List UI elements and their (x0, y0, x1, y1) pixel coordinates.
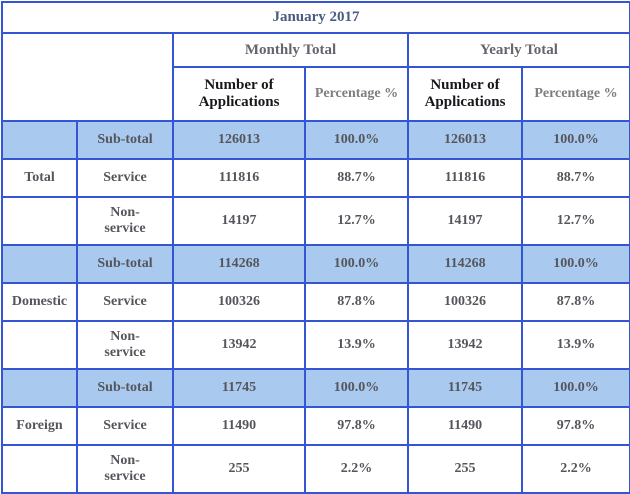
total-nonservice-yearly-pct: 12.7% (521, 196, 630, 246)
row-label: Non-service (76, 196, 174, 246)
group-name-cell-empty (1, 244, 78, 284)
group-name-cell-empty (1, 120, 78, 160)
domestic-service-monthly-apps: 100326 (172, 282, 306, 322)
corner-blank-cell (1, 32, 174, 122)
domestic-nonservice-yearly-pct: 13.9% (521, 320, 630, 370)
yearly-total-header: Yearly Total (407, 32, 630, 68)
foreign-subtotal-monthly-apps: 11745 (172, 368, 306, 408)
monthly-total-header: Monthly Total (172, 32, 409, 68)
foreign-service-monthly-apps: 11490 (172, 406, 306, 446)
table-row-domestic-subtotal: Sub-total 114268 100.0% 114268 100.0% (1, 244, 630, 284)
column-subheader-row: Number of Applications Percentage % Numb… (2, 66, 630, 122)
foreign-nonservice-yearly-apps: 255 (407, 444, 523, 494)
monthly-number-of-applications-header: Number of Applications (172, 66, 306, 122)
yearly-number-of-applications-header: Number of Applications (407, 66, 523, 122)
foreign-nonservice-monthly-pct: 2.2% (304, 444, 409, 494)
table-row-domestic-service: Domestic Service 100326 87.8% 100326 87.… (1, 282, 630, 322)
group-name-cell-empty (1, 196, 78, 246)
group-name-total: Total (1, 158, 78, 198)
foreign-nonservice-yearly-pct: 2.2% (521, 444, 630, 494)
table-title: January 2017 (1, 1, 630, 34)
foreign-nonservice-monthly-apps: 255 (172, 444, 306, 494)
total-nonservice-monthly-apps: 14197 (172, 196, 306, 246)
row-label-text: Non-service (104, 453, 146, 484)
group-name-foreign: Foreign (1, 406, 78, 446)
table-row-total-nonservice: Non-service 14197 12.7% 14197 12.7% (1, 196, 630, 246)
total-service-monthly-pct: 88.7% (304, 158, 409, 198)
monthly-percentage-header: Percentage % (304, 66, 409, 122)
domestic-subtotal-monthly-apps: 114268 (172, 244, 306, 284)
row-label-text: Non-service (104, 205, 146, 236)
domestic-nonservice-monthly-pct: 13.9% (304, 320, 409, 370)
total-subtotal-yearly-pct: 100.0% (521, 120, 630, 160)
domestic-subtotal-yearly-pct: 100.0% (521, 244, 630, 284)
table-row-foreign-nonservice: Non-service 255 2.2% 255 2.2% (1, 444, 630, 494)
group-name-cell-empty (1, 444, 78, 494)
group-name-cell-empty (1, 368, 78, 408)
header-label: Number of Applications (198, 76, 280, 110)
header-label: Percentage % (314, 85, 399, 101)
total-subtotal-monthly-pct: 100.0% (304, 120, 409, 160)
row-label: Service (76, 406, 174, 446)
total-service-monthly-apps: 111816 (172, 158, 306, 198)
title-row: January 2017 (1, 1, 630, 34)
row-label: Non-service (76, 444, 174, 494)
domestic-service-yearly-pct: 87.8% (521, 282, 630, 322)
domestic-service-monthly-pct: 87.8% (304, 282, 409, 322)
table-row-domestic-nonservice: Non-service 13942 13.9% 13942 13.9% (1, 320, 630, 370)
table-row-total-subtotal: Sub-total 126013 100.0% 126013 100.0% (1, 120, 630, 160)
domestic-subtotal-monthly-pct: 100.0% (304, 244, 409, 284)
domestic-nonservice-yearly-apps: 13942 (407, 320, 523, 370)
total-service-yearly-apps: 111816 (407, 158, 523, 198)
total-subtotal-monthly-apps: 126013 (172, 120, 306, 160)
domestic-nonservice-monthly-apps: 13942 (172, 320, 306, 370)
domestic-subtotal-yearly-apps: 114268 (407, 244, 523, 284)
foreign-service-yearly-apps: 11490 (407, 406, 523, 446)
row-label: Sub-total (76, 120, 174, 160)
yearly-percentage-header: Percentage % (521, 66, 630, 122)
header-label: Number of Applications (424, 76, 506, 110)
group-name-cell-empty (1, 320, 78, 370)
total-subtotal-yearly-apps: 126013 (407, 120, 523, 160)
foreign-subtotal-yearly-apps: 11745 (407, 368, 523, 408)
row-label: Non-service (76, 320, 174, 370)
row-label: Service (76, 158, 174, 198)
table-row-foreign-subtotal: Sub-total 11745 100.0% 11745 100.0% (1, 368, 630, 408)
foreign-subtotal-monthly-pct: 100.0% (304, 368, 409, 408)
row-label: Sub-total (76, 244, 174, 284)
table-row-total-service: Total Service 111816 88.7% 111816 88.7% (1, 158, 630, 198)
total-service-yearly-pct: 88.7% (521, 158, 630, 198)
row-label-text: Non-service (104, 329, 146, 360)
header-label: Percentage % (534, 85, 618, 101)
total-nonservice-monthly-pct: 12.7% (304, 196, 409, 246)
row-label: Service (76, 282, 174, 322)
domestic-service-yearly-apps: 100326 (407, 282, 523, 322)
column-group-header-row: Monthly Total Yearly Total (1, 32, 630, 122)
foreign-service-yearly-pct: 97.8% (521, 406, 630, 446)
foreign-subtotal-yearly-pct: 100.0% (521, 368, 630, 408)
group-name-domestic: Domestic (1, 282, 78, 322)
total-nonservice-yearly-apps: 14197 (407, 196, 523, 246)
foreign-service-monthly-pct: 97.8% (304, 406, 409, 446)
row-label: Sub-total (76, 368, 174, 408)
table-row-foreign-service: Foreign Service 11490 97.8% 11490 97.8% (1, 406, 630, 446)
